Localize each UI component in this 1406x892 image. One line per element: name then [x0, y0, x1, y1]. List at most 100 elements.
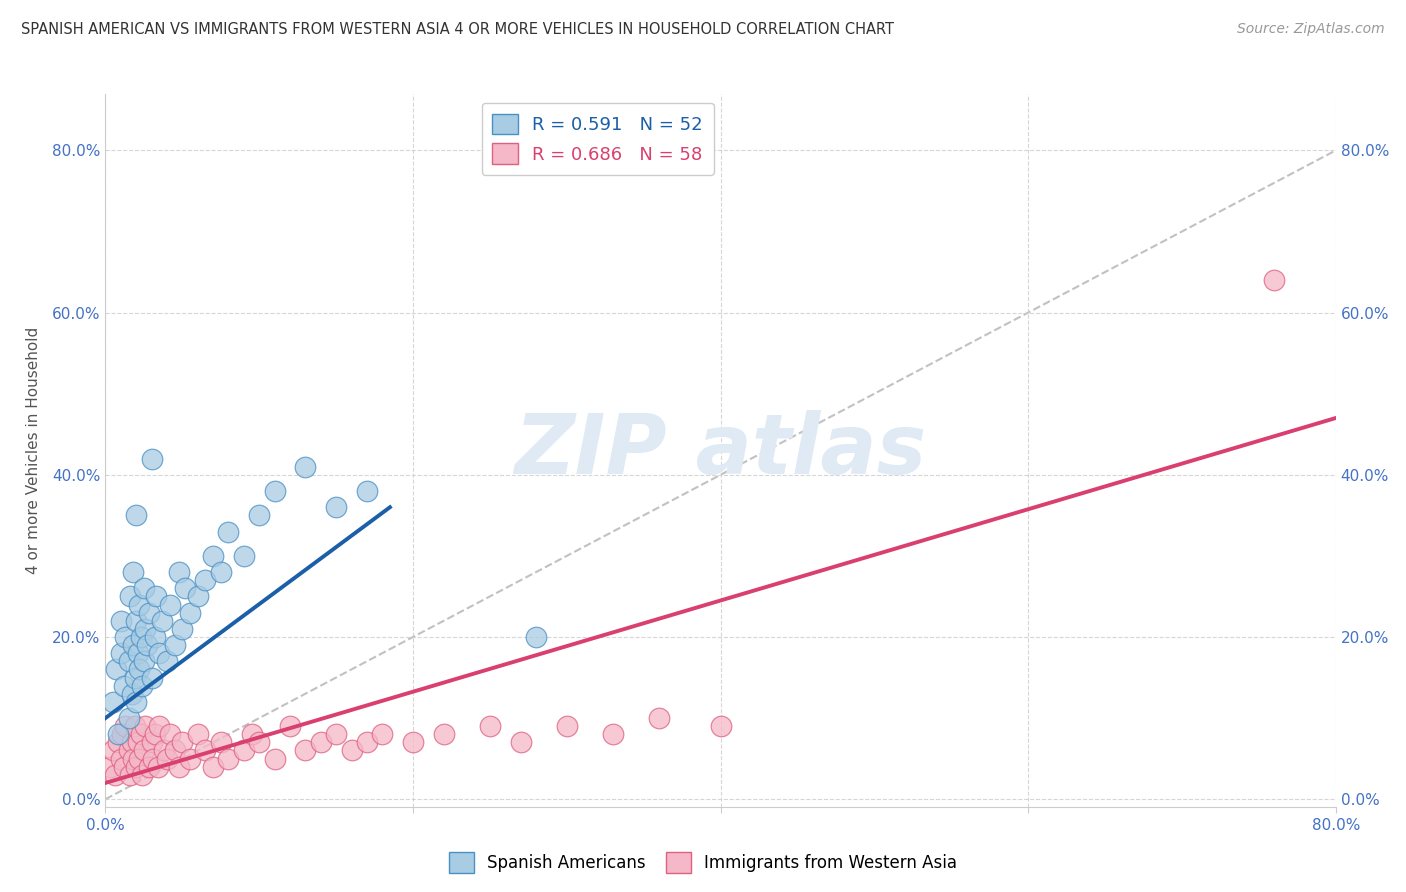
- Point: [145, 590, 167, 604]
- Point: [172, 622, 194, 636]
- Point: [112, 760, 135, 774]
- Point: [111, 727, 134, 741]
- Point: [509, 735, 531, 749]
- Point: [128, 598, 150, 612]
- Point: [142, 751, 165, 765]
- Point: [648, 711, 671, 725]
- Legend: Spanish Americans, Immigrants from Western Asia: Spanish Americans, Immigrants from Weste…: [443, 846, 963, 880]
- Legend: R = 0.591   N = 52, R = 0.686   N = 58: R = 0.591 N = 52, R = 0.686 N = 58: [481, 103, 714, 175]
- Point: [294, 743, 316, 757]
- Point: [371, 727, 394, 741]
- Point: [131, 768, 153, 782]
- Point: [202, 549, 225, 563]
- Point: [232, 743, 254, 757]
- Point: [138, 760, 160, 774]
- Point: [602, 727, 624, 741]
- Point: [202, 760, 225, 774]
- Point: [128, 662, 150, 676]
- Point: [124, 719, 146, 733]
- Text: ZIP atlas: ZIP atlas: [515, 410, 927, 491]
- Point: [240, 727, 263, 741]
- Point: [122, 751, 145, 765]
- Point: [104, 768, 127, 782]
- Point: [356, 735, 378, 749]
- Point: [232, 549, 254, 563]
- Point: [247, 735, 270, 749]
- Point: [524, 630, 547, 644]
- Point: [159, 727, 181, 741]
- Point: [129, 727, 152, 741]
- Point: [163, 743, 186, 757]
- Point: [114, 719, 136, 733]
- Point: [218, 524, 240, 539]
- Point: [141, 451, 163, 466]
- Point: [402, 735, 425, 749]
- Text: SPANISH AMERICAN VS IMMIGRANTS FROM WESTERN ASIA 4 OR MORE VEHICLES IN HOUSEHOLD: SPANISH AMERICAN VS IMMIGRANTS FROM WEST…: [21, 22, 894, 37]
- Point: [325, 500, 347, 515]
- Point: [128, 751, 150, 765]
- Point: [134, 622, 156, 636]
- Point: [136, 638, 159, 652]
- Point: [263, 751, 285, 765]
- Point: [122, 638, 145, 652]
- Point: [120, 590, 141, 604]
- Point: [710, 719, 733, 733]
- Point: [179, 606, 201, 620]
- Point: [194, 573, 217, 587]
- Point: [169, 760, 191, 774]
- Point: [121, 735, 143, 749]
- Point: [187, 727, 209, 741]
- Point: [121, 687, 143, 701]
- Point: [174, 582, 197, 596]
- Point: [555, 719, 578, 733]
- Point: [187, 590, 209, 604]
- Point: [110, 751, 132, 765]
- Point: [120, 768, 141, 782]
- Point: [150, 614, 173, 628]
- Point: [125, 614, 148, 628]
- Point: [124, 671, 146, 685]
- Point: [122, 565, 145, 579]
- Point: [478, 719, 501, 733]
- Point: [132, 654, 155, 668]
- Point: [153, 743, 176, 757]
- Point: [107, 727, 129, 741]
- Point: [132, 582, 155, 596]
- Point: [141, 735, 163, 749]
- Point: [112, 679, 135, 693]
- Point: [278, 719, 301, 733]
- Point: [127, 646, 149, 660]
- Point: [156, 751, 179, 765]
- Point: [143, 727, 166, 741]
- Point: [146, 760, 169, 774]
- Point: [163, 638, 186, 652]
- Point: [117, 711, 139, 725]
- Point: [114, 630, 136, 644]
- Point: [110, 614, 132, 628]
- Point: [148, 719, 170, 733]
- Point: [125, 695, 148, 709]
- Point: [138, 606, 160, 620]
- Point: [156, 654, 179, 668]
- Point: [169, 565, 191, 579]
- Point: [125, 508, 148, 523]
- Point: [172, 735, 194, 749]
- Point: [247, 508, 270, 523]
- Point: [101, 743, 124, 757]
- Point: [294, 459, 316, 474]
- Point: [148, 646, 170, 660]
- Point: [194, 743, 217, 757]
- Point: [117, 743, 139, 757]
- Point: [433, 727, 456, 741]
- Point: [131, 679, 153, 693]
- Point: [209, 565, 232, 579]
- Point: [218, 751, 240, 765]
- Point: [125, 760, 148, 774]
- Point: [309, 735, 332, 749]
- Point: [263, 483, 285, 498]
- Point: [129, 630, 152, 644]
- Point: [143, 630, 166, 644]
- Point: [159, 598, 181, 612]
- Point: [325, 727, 347, 741]
- Point: [117, 654, 139, 668]
